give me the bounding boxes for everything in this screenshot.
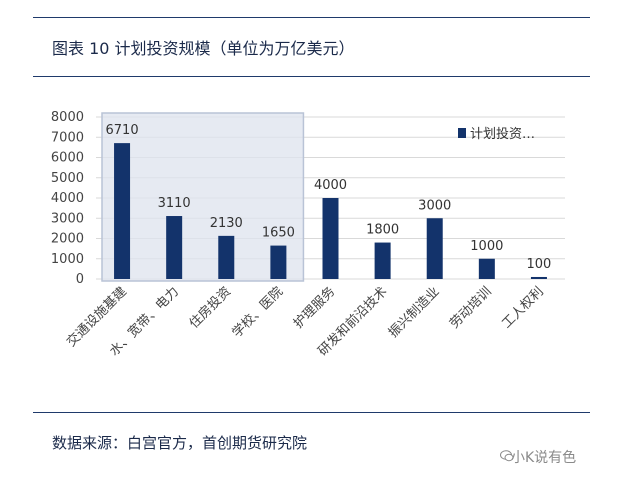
bar: [478, 258, 495, 279]
top-rule: [33, 17, 590, 18]
data-label: 2130: [210, 216, 243, 231]
bar: [530, 276, 547, 279]
data-label: 1650: [262, 226, 295, 241]
bar: [166, 216, 183, 279]
y-axis: 0 1000 2000 3000 4000 5000 6000 7000 8000: [51, 110, 84, 287]
chart-title: 图表 10 计划投资规模（单位为万亿美元）: [52, 39, 355, 58]
source-note: 数据来源：白宫官方，首创期货研究院: [52, 434, 308, 452]
bar: [426, 218, 443, 279]
bar: [114, 143, 131, 279]
x-tick-label: 劳动培训: [447, 284, 495, 332]
x-tick-label: 住房投资: [186, 284, 234, 332]
bar: [374, 242, 391, 279]
legend: 计划投资…: [458, 126, 535, 142]
chat-bubble-icon: [500, 450, 514, 462]
bar: [270, 245, 287, 279]
y-tick-label: 6000: [51, 151, 84, 166]
watermark: 小K说有色: [511, 450, 577, 466]
bar: [322, 198, 339, 279]
highlight-box: [101, 112, 305, 282]
y-tick-label: 8000: [51, 110, 84, 125]
legend-label: 计划投资…: [470, 126, 535, 142]
y-tick-label: 7000: [51, 130, 84, 145]
title-rule: [33, 76, 590, 77]
data-label: 3110: [158, 196, 191, 211]
x-tick-label: 学校、医院: [229, 284, 286, 341]
data-label: 6710: [106, 123, 139, 138]
y-tick-label: 3000: [51, 211, 84, 226]
bars: [114, 143, 547, 279]
y-tick-label: 2000: [51, 232, 84, 247]
bar: [218, 235, 235, 279]
data-label: 100: [527, 257, 552, 272]
y-tick-label: 4000: [51, 191, 84, 206]
legend-swatch: [458, 128, 466, 138]
x-tick-label: 振兴制造业: [386, 284, 443, 341]
source-rule: [33, 412, 590, 413]
data-label: 3000: [418, 198, 451, 213]
data-labels: 6710 3110 2130 1650 4000 1800 3000 1000 100: [106, 123, 552, 272]
y-tick-label: 0: [76, 272, 84, 287]
y-tick-label: 5000: [51, 171, 84, 186]
data-label: 1000: [470, 239, 503, 254]
data-label: 4000: [314, 178, 347, 193]
data-label: 1800: [366, 223, 399, 238]
x-tick-label: 护理服务: [290, 284, 338, 332]
y-tick-label: 1000: [51, 252, 84, 267]
x-tick-label: 工人权利: [499, 284, 547, 332]
